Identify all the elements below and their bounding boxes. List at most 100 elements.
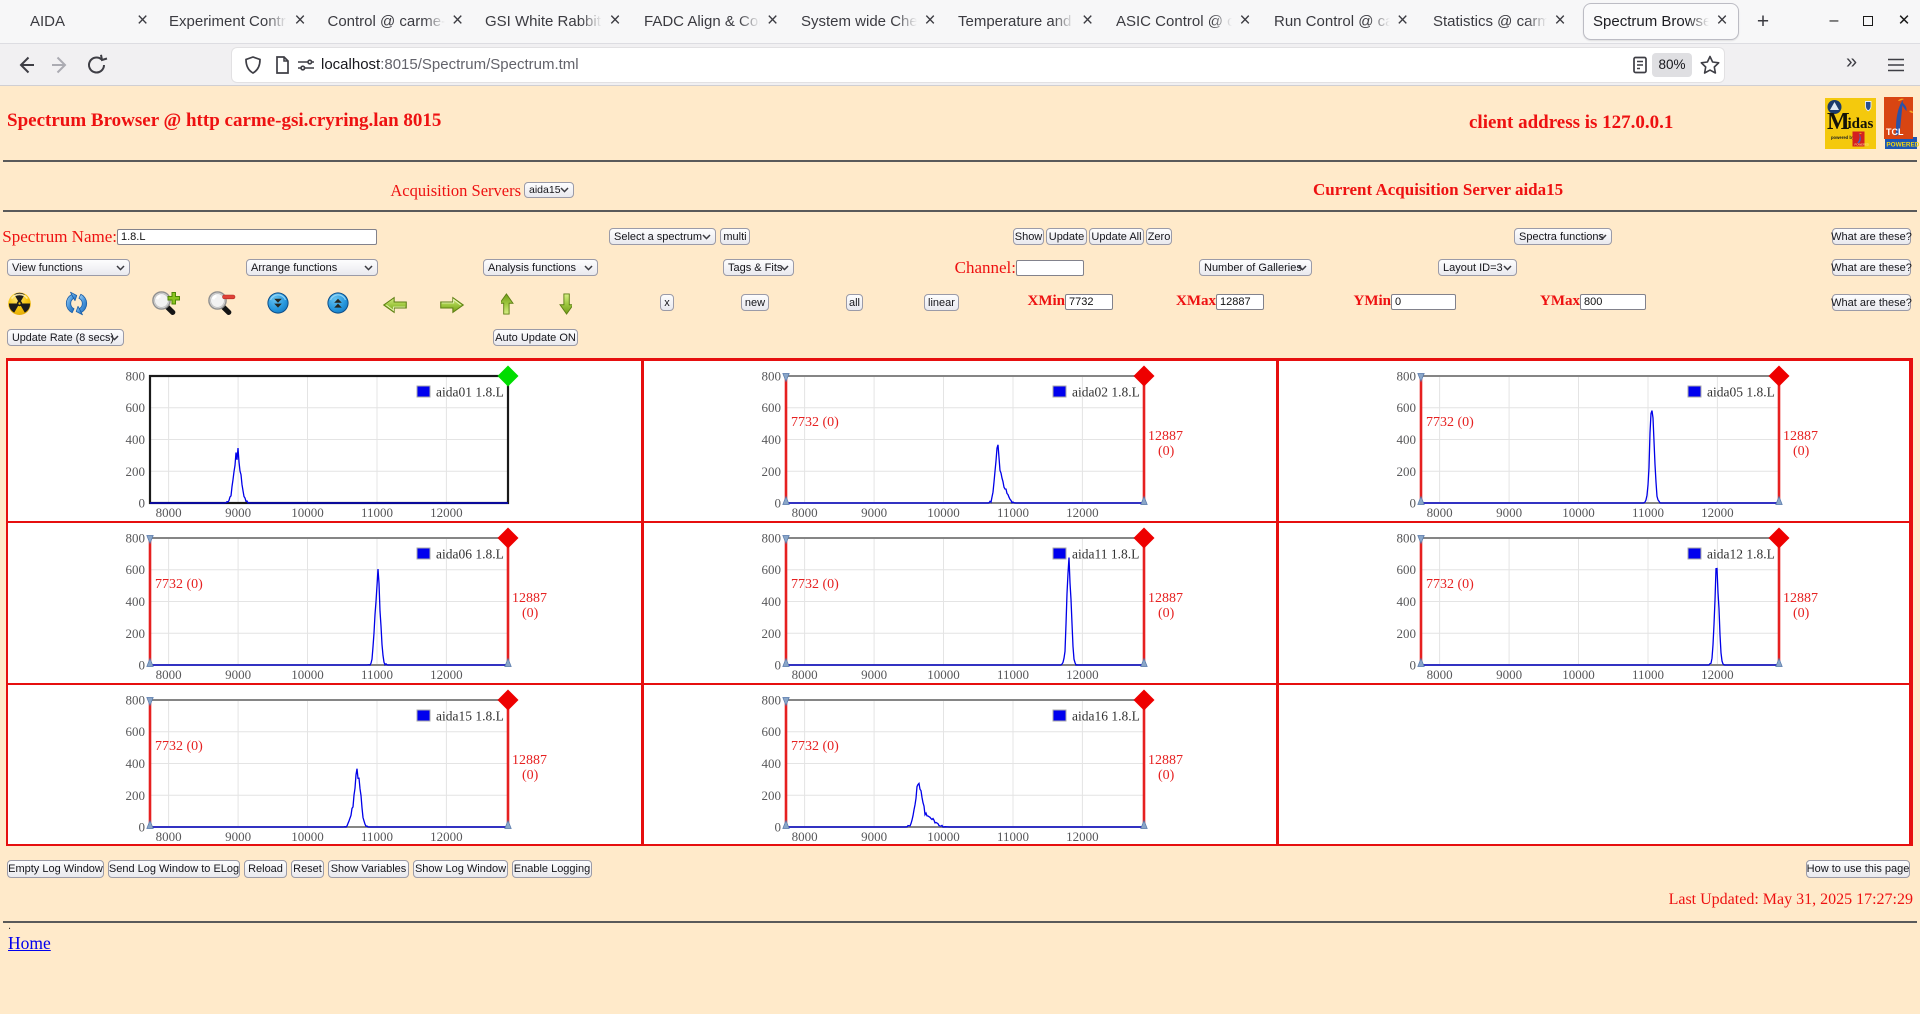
svg-text:(0): (0) [1158, 768, 1175, 783]
svg-text:7732 (0): 7732 (0) [155, 577, 203, 592]
svg-text:400: 400 [1397, 432, 1417, 447]
svg-text:12000: 12000 [1701, 667, 1734, 682]
svg-text:(0): (0) [522, 606, 539, 621]
svg-text:0: 0 [775, 658, 782, 673]
svg-text:10000: 10000 [1562, 505, 1595, 520]
svg-text:10000: 10000 [927, 667, 960, 682]
svg-text:400: 400 [126, 432, 146, 447]
svg-text:600: 600 [762, 724, 782, 739]
svg-text:9000: 9000 [1496, 505, 1522, 520]
svg-text:0: 0 [139, 495, 146, 510]
svg-text:idas: idas [1848, 116, 1874, 132]
svg-text:aida01 1.8.L: aida01 1.8.L [436, 384, 504, 399]
svg-text:12887: 12887 [512, 753, 547, 768]
svg-text:8000: 8000 [1427, 667, 1453, 682]
svg-text:0: 0 [139, 820, 146, 835]
svg-text:800: 800 [762, 693, 782, 708]
svg-text:800: 800 [1397, 531, 1417, 546]
svg-text:11000: 11000 [361, 829, 393, 844]
svg-text:800: 800 [762, 368, 782, 383]
svg-text:600: 600 [1397, 562, 1417, 577]
svg-text:POWERED: POWERED [1886, 142, 1919, 149]
svg-text:10000: 10000 [927, 505, 960, 520]
svg-text:10000: 10000 [291, 829, 324, 844]
svg-text:12000: 12000 [430, 667, 463, 682]
svg-text:aida15 1.8.L: aida15 1.8.L [436, 709, 504, 724]
svg-text:12000: 12000 [1066, 829, 1099, 844]
svg-text:7732 (0): 7732 (0) [155, 739, 203, 754]
svg-text:powered by: powered by [1831, 135, 1855, 140]
svg-text:0: 0 [1410, 658, 1417, 673]
svg-text:9000: 9000 [861, 667, 887, 682]
svg-text:600: 600 [126, 724, 146, 739]
svg-text:600: 600 [126, 562, 146, 577]
svg-text:600: 600 [762, 400, 782, 415]
svg-text:200: 200 [126, 463, 146, 478]
svg-text:11000: 11000 [997, 667, 1029, 682]
svg-text:M: M [1827, 109, 1850, 135]
svg-text:12000: 12000 [1066, 505, 1099, 520]
svg-text:7732 (0): 7732 (0) [1426, 577, 1474, 592]
svg-text:7732 (0): 7732 (0) [1426, 415, 1474, 430]
svg-text:(0): (0) [1158, 606, 1175, 621]
svg-text:400: 400 [1397, 594, 1417, 609]
svg-text:aida06 1.8.L: aida06 1.8.L [436, 547, 504, 562]
svg-text:200: 200 [126, 626, 146, 641]
svg-text:(0): (0) [1158, 444, 1175, 459]
svg-text:400: 400 [762, 594, 782, 609]
svg-text:aida11 1.8.L: aida11 1.8.L [1072, 547, 1139, 562]
svg-text:8000: 8000 [156, 667, 182, 682]
svg-text:12887: 12887 [1783, 591, 1818, 606]
svg-text:800: 800 [126, 368, 146, 383]
svg-text:600: 600 [762, 562, 782, 577]
svg-text:9000: 9000 [861, 829, 887, 844]
svg-text:0: 0 [775, 820, 782, 835]
svg-text:12887: 12887 [1148, 591, 1183, 606]
svg-text:7732 (0): 7732 (0) [791, 415, 839, 430]
svg-text:400: 400 [762, 756, 782, 771]
svg-text:10000: 10000 [291, 667, 324, 682]
svg-text:10000: 10000 [291, 505, 324, 520]
svg-text:aida16 1.8.L: aida16 1.8.L [1072, 709, 1140, 724]
svg-text:aida05 1.8.L: aida05 1.8.L [1707, 384, 1775, 399]
svg-text:200: 200 [762, 463, 782, 478]
svg-text:800: 800 [1397, 368, 1417, 383]
svg-text:200: 200 [762, 788, 782, 803]
svg-text:11000: 11000 [997, 829, 1029, 844]
svg-text:12887: 12887 [1148, 429, 1183, 444]
svg-text:11000: 11000 [361, 667, 393, 682]
svg-text:200: 200 [1397, 626, 1417, 641]
svg-text:200: 200 [1397, 463, 1417, 478]
svg-text:10000: 10000 [1562, 667, 1595, 682]
svg-text:(0): (0) [522, 768, 539, 783]
svg-text:12887: 12887 [1148, 753, 1183, 768]
svg-text:600: 600 [126, 400, 146, 415]
svg-text:12000: 12000 [430, 829, 463, 844]
svg-text:400: 400 [126, 594, 146, 609]
svg-text:(0): (0) [1793, 606, 1810, 621]
svg-text:9000: 9000 [225, 829, 251, 844]
svg-text:8000: 8000 [156, 829, 182, 844]
svg-text:400: 400 [126, 756, 146, 771]
svg-text:12887: 12887 [512, 591, 547, 606]
svg-text:800: 800 [126, 531, 146, 546]
svg-text:7732 (0): 7732 (0) [791, 577, 839, 592]
svg-text:200: 200 [762, 626, 782, 641]
svg-text:0: 0 [139, 658, 146, 673]
svg-text:12000: 12000 [1066, 667, 1099, 682]
svg-text:9000: 9000 [225, 505, 251, 520]
svg-text:11000: 11000 [1632, 505, 1664, 520]
svg-text:9000: 9000 [225, 667, 251, 682]
svg-text:9000: 9000 [1496, 667, 1522, 682]
svg-text:9000: 9000 [861, 505, 887, 520]
svg-text:8000: 8000 [792, 667, 818, 682]
svg-text:8000: 8000 [1427, 505, 1453, 520]
svg-text:600: 600 [1397, 400, 1417, 415]
svg-text:aida02 1.8.L: aida02 1.8.L [1072, 384, 1140, 399]
svg-text:8000: 8000 [792, 829, 818, 844]
svg-text:12000: 12000 [1701, 505, 1734, 520]
svg-text:8000: 8000 [792, 505, 818, 520]
svg-text:TCL: TCL [1886, 127, 1904, 137]
svg-text:0: 0 [1410, 495, 1417, 510]
svg-text:200: 200 [126, 788, 146, 803]
